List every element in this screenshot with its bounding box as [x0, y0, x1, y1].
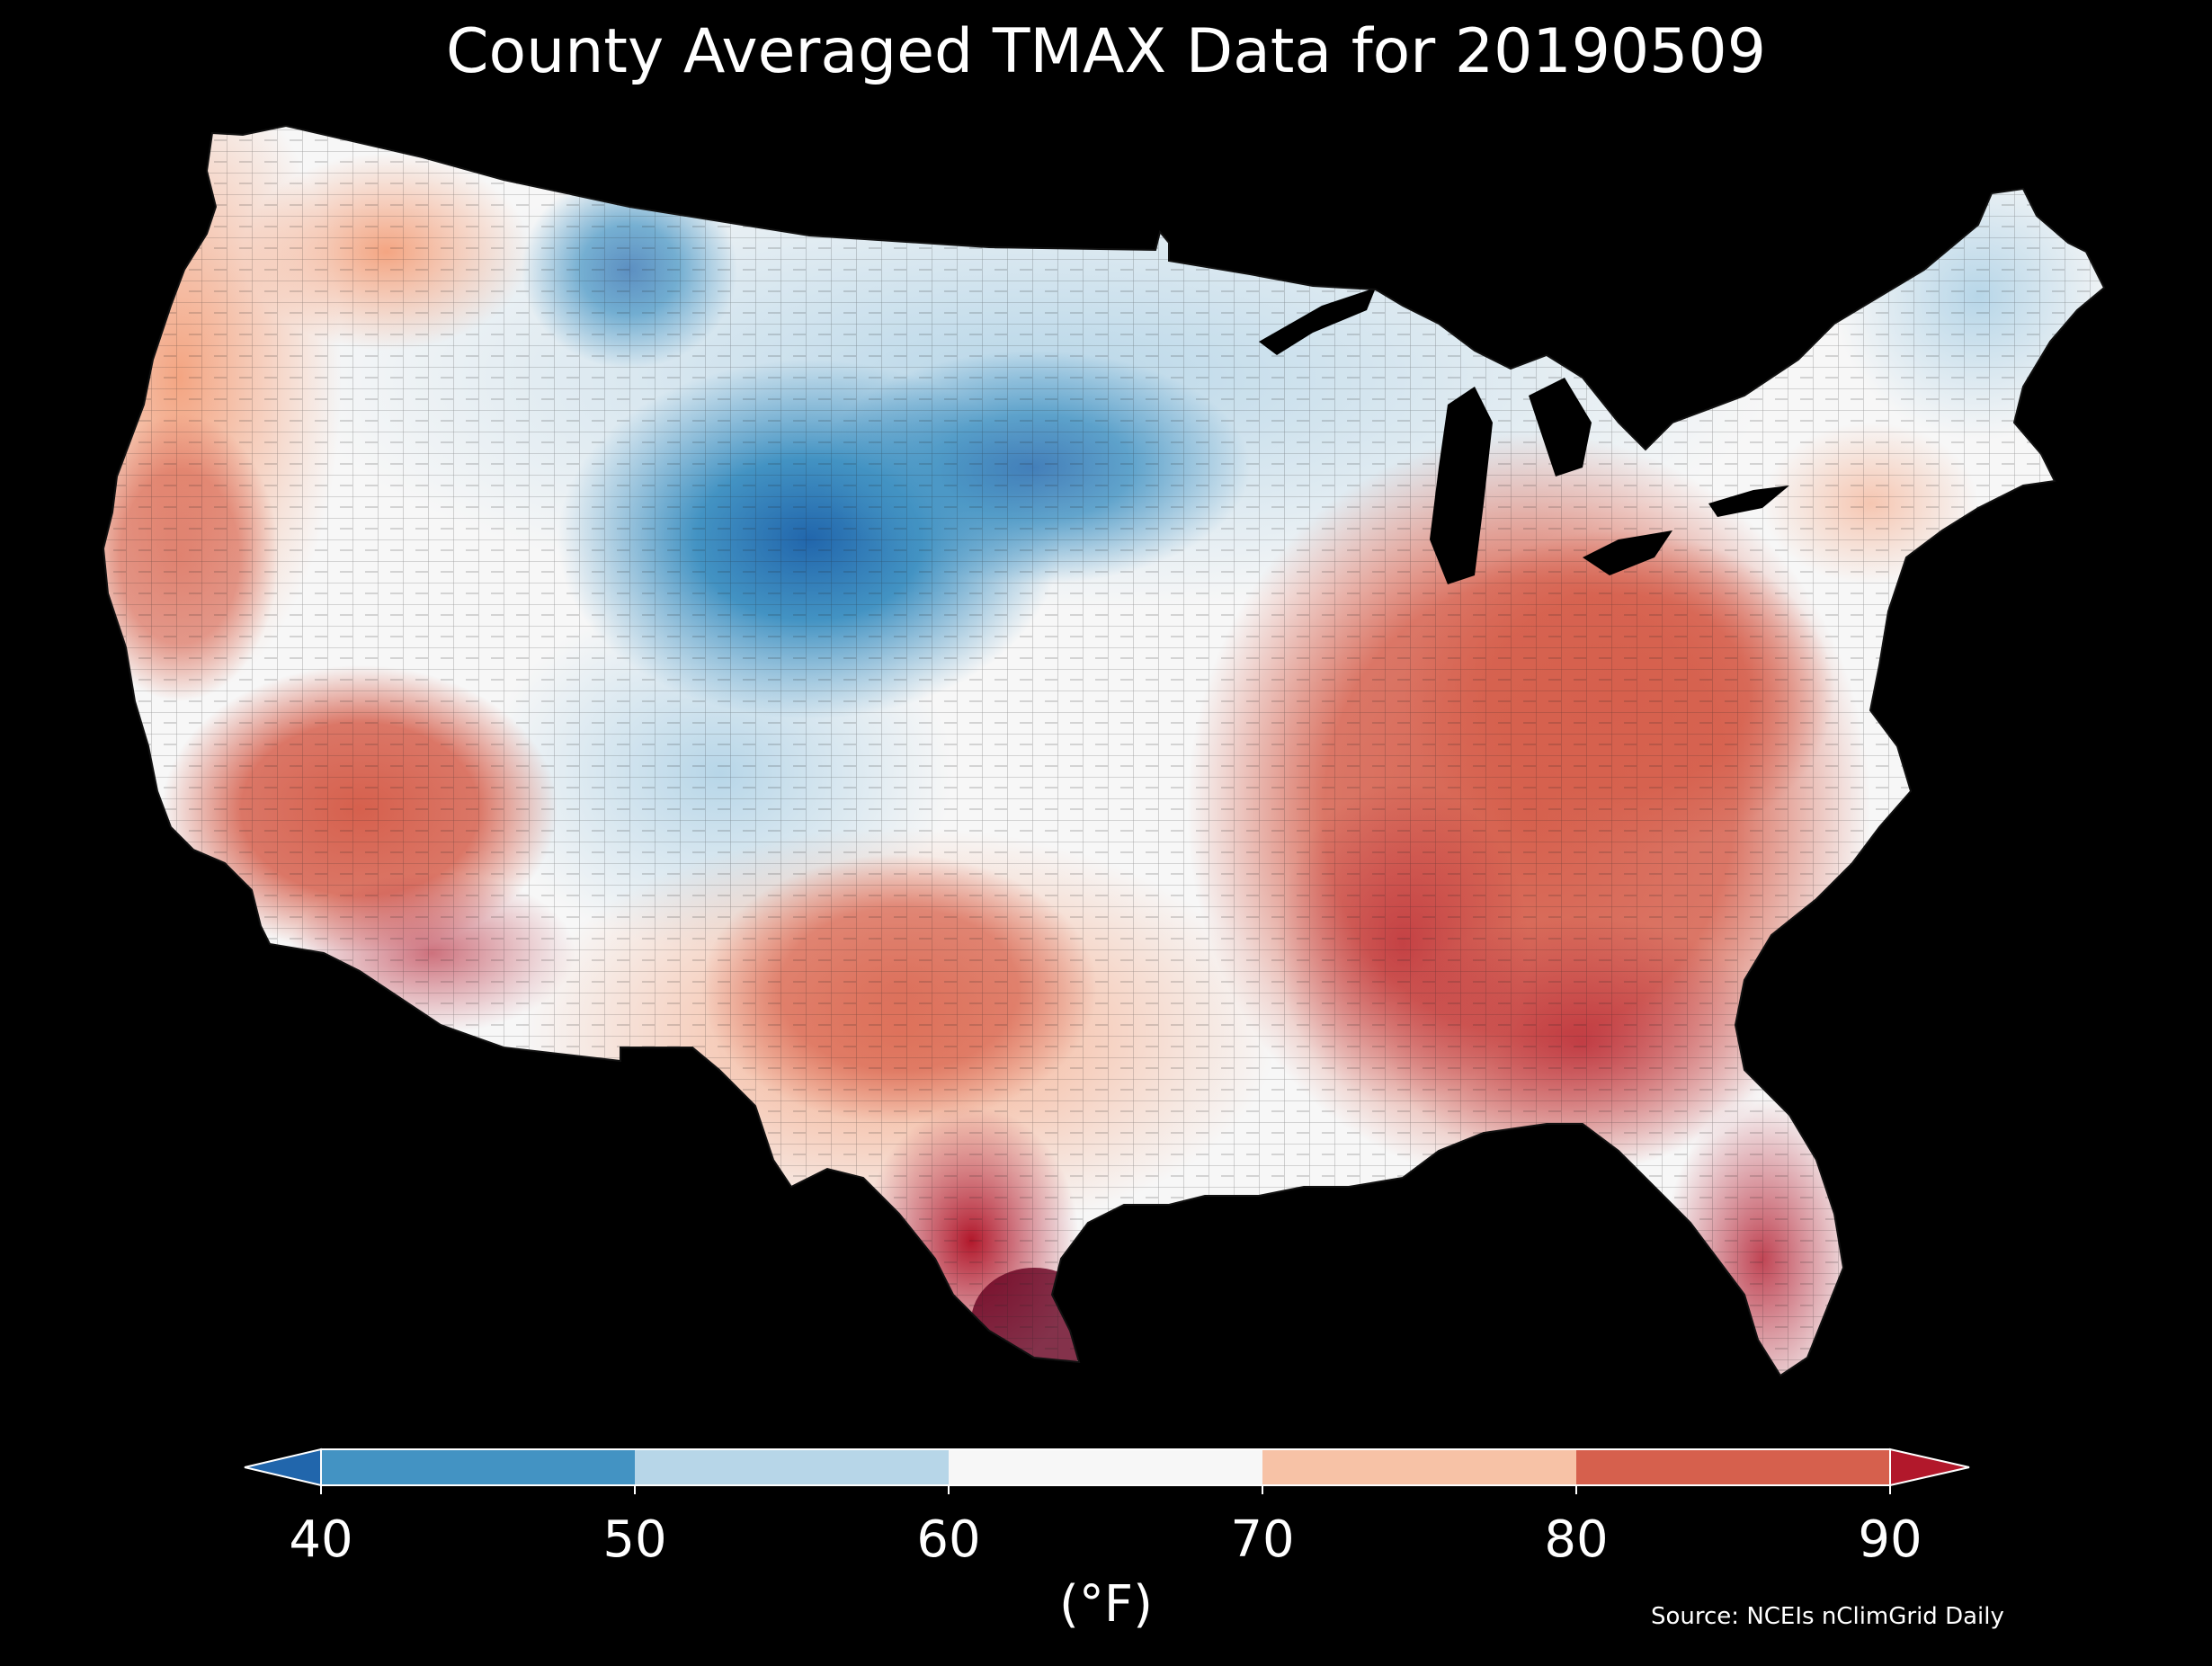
colorbar-bin-50-60 — [635, 1449, 949, 1485]
colorbar-tick-50: 50 — [602, 1510, 667, 1569]
colorbar-tick-70: 70 — [1230, 1510, 1295, 1569]
great-lakes — [1259, 288, 1789, 584]
county-tmax-map — [102, 124, 2106, 1377]
colorbar-bin-70-80 — [1262, 1449, 1576, 1485]
map-title: County Averaged TMAX Data for 20190509 — [446, 16, 1766, 87]
colorbar-tick-60: 60 — [916, 1510, 981, 1569]
colorbar-tick-80: 80 — [1544, 1510, 1609, 1569]
colorbar-extend-high — [1889, 1448, 1970, 1487]
colorbar-bin-40-50 — [321, 1449, 635, 1485]
colorbar-extend-low — [244, 1448, 322, 1487]
colorbar-bin-60-70 — [949, 1449, 1262, 1485]
source-credit: Source: NCEIs nClimGrid Daily — [1651, 1603, 2004, 1630]
us-outline — [102, 124, 2106, 1377]
colorbar-tick-90: 90 — [1858, 1510, 1922, 1569]
colorbar-bin-80-90 — [1576, 1449, 1890, 1485]
colorbar-tick-40: 40 — [289, 1510, 353, 1569]
colorbar-unit-label: (°F) — [1059, 1575, 1153, 1634]
